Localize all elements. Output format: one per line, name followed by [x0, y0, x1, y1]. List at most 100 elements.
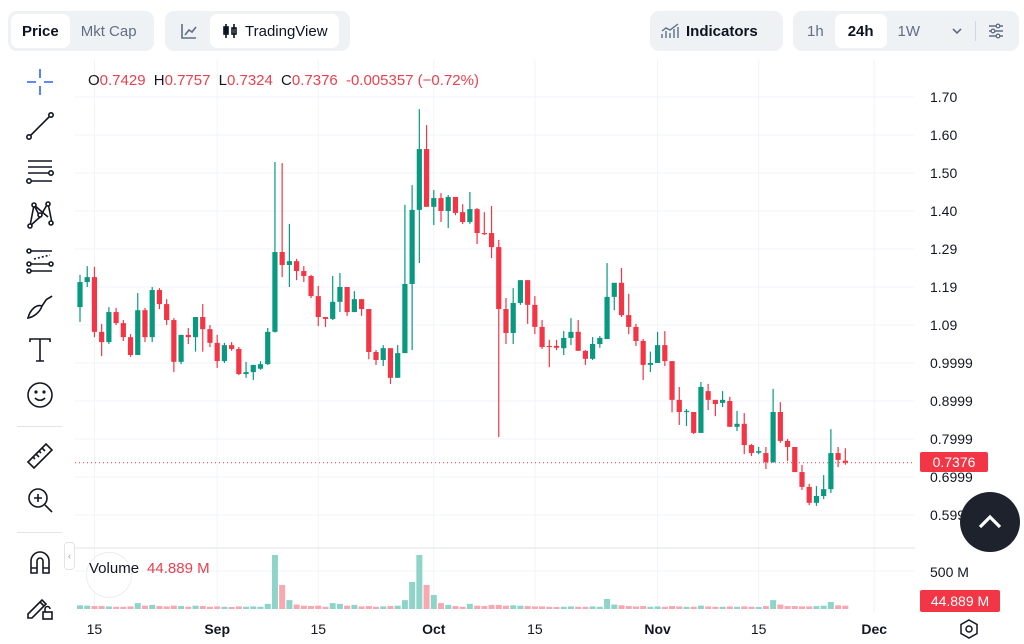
candle-up [445, 196, 451, 211]
fib-retracement-icon [25, 160, 54, 184]
magnet-tool[interactable] [22, 544, 58, 580]
volume-bar [351, 604, 358, 609]
prediction-tool[interactable] [22, 243, 58, 279]
volume-bar [163, 606, 170, 609]
price-tick-label: 1.19 [930, 279, 957, 295]
line-chart-button[interactable] [168, 14, 210, 48]
price-tick-label: 1.40 [930, 203, 957, 219]
candle-down [575, 331, 581, 351]
volume-bar [791, 606, 798, 609]
text-icon [29, 338, 51, 362]
fib-retracement-tool[interactable] [22, 153, 58, 189]
lock-drawings-tool[interactable] [22, 588, 58, 624]
candle-up [813, 496, 820, 503]
candle-up [467, 209, 473, 223]
timeframe-1h[interactable]: 1h [807, 22, 824, 40]
volume-bar [755, 607, 762, 609]
volume-bar [770, 600, 777, 609]
volume-bar [228, 607, 235, 609]
volume-bar [618, 605, 625, 609]
tab-price[interactable]: Price [11, 14, 70, 48]
collapse-toolbar-button[interactable]: ‹ [64, 542, 75, 570]
brush-icon [26, 295, 53, 319]
date-tick-label: Nov [644, 621, 671, 637]
candle-down [525, 280, 531, 305]
metric-toggle: Price Mkt Cap [8, 11, 154, 51]
candle-down [835, 453, 841, 460]
volume-bar [192, 605, 199, 609]
more-timeframes-button[interactable] [939, 14, 975, 48]
volume-bar [582, 606, 589, 609]
volume-bar [813, 606, 820, 609]
volume-bar [430, 594, 437, 609]
candle-down [301, 271, 307, 276]
price-tick-label: 0.9999 [930, 355, 973, 371]
candle-up [149, 290, 155, 338]
volume-bar [199, 606, 206, 609]
chart-settings-button[interactable] [976, 14, 1016, 48]
candle-up [821, 489, 827, 496]
volume-bar [300, 605, 307, 609]
volume-bar [748, 606, 755, 609]
volume-bar [647, 606, 654, 609]
ruler-tool[interactable] [22, 438, 58, 474]
volume-bar [380, 606, 387, 609]
candle-up [178, 334, 184, 362]
emoji-tool[interactable] [22, 377, 58, 413]
candle-down [387, 348, 394, 378]
tradingview-button[interactable]: TradingView [210, 14, 339, 48]
pattern-tool[interactable] [22, 197, 58, 233]
candle-down [474, 209, 480, 234]
candle-down [546, 345, 552, 348]
price-tick-label: 1.29 [930, 241, 957, 257]
low-value: 0.7324 [226, 72, 273, 89]
candle-down [229, 345, 235, 349]
high-label: H [153, 72, 165, 89]
brush-tool[interactable] [22, 288, 58, 324]
axis-settings-icon[interactable] [958, 618, 980, 640]
candle-down [582, 350, 588, 359]
magnet-icon [30, 551, 50, 574]
volume-bar [596, 606, 603, 609]
volume-bar [423, 584, 430, 609]
timeframe-24h[interactable]: 24h [834, 14, 887, 48]
tab-market-cap[interactable]: Mkt Cap [80, 22, 137, 40]
close-value: 0.7376 [291, 72, 338, 89]
candle-down [171, 320, 177, 362]
scroll-to-top-button[interactable] [960, 492, 1020, 552]
volume-bar [669, 606, 676, 609]
volume-bar [575, 606, 582, 609]
volume-bar [91, 606, 98, 609]
tradingview-logo [86, 552, 132, 598]
candle-down [142, 310, 148, 338]
volume-bar [149, 604, 156, 609]
candle-down [553, 345, 560, 348]
trend-line-tool[interactable] [22, 108, 58, 144]
volume-bar [705, 606, 712, 609]
candle-down [662, 345, 668, 362]
candle-up [330, 301, 336, 319]
indicators-button[interactable]: Indicators [650, 11, 783, 51]
timeframe-1w[interactable]: 1W [897, 22, 921, 40]
volume-bar [517, 605, 524, 609]
price-tick-label: 1.70 [930, 89, 957, 105]
volume-bar [625, 606, 632, 609]
candle-down [200, 317, 206, 330]
crosshair-tool[interactable] [22, 64, 58, 100]
candle-up [734, 423, 740, 427]
volume-bar [459, 606, 466, 609]
candle-up [517, 280, 524, 303]
candle-up [351, 299, 357, 313]
volume-bar [734, 606, 741, 609]
volume-bar [293, 604, 300, 609]
volume-bar [286, 600, 293, 609]
candle-up [77, 282, 83, 308]
text-tool[interactable] [22, 332, 58, 368]
volume-bar [365, 606, 372, 609]
zoom-in-tool[interactable] [22, 482, 58, 518]
candle-up [604, 296, 610, 340]
candle-up [770, 412, 776, 463]
candle-down [127, 337, 134, 356]
volume-bar [438, 603, 444, 609]
